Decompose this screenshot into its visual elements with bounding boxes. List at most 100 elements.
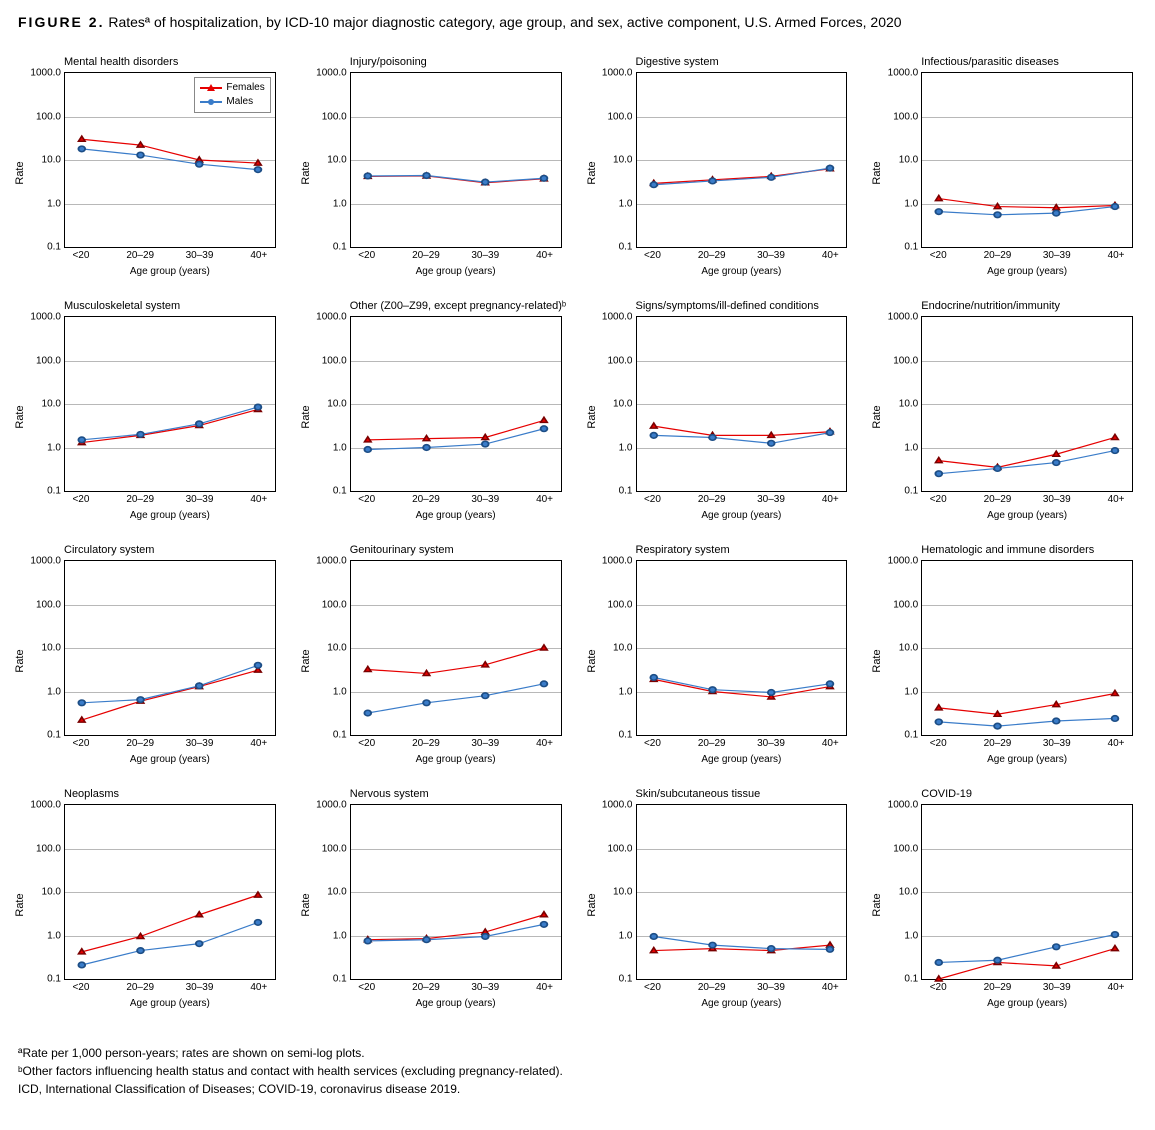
x-axis: <2020–2930–3940+Age group (years) (636, 736, 848, 776)
x-axis-label: Age group (years) (701, 998, 781, 1009)
y-tick-label: 10.0 (327, 887, 350, 898)
x-tick-label: <20 (72, 982, 89, 993)
x-tick-label: 40+ (822, 738, 839, 749)
y-tick-label: 1.0 (619, 442, 637, 453)
y-tick-label: 10.0 (613, 155, 636, 166)
chart-panel: Mental health disordersRate0.11.010.0100… (18, 58, 280, 288)
y-tick-label: 10.0 (42, 643, 65, 654)
x-tick-label: 40+ (536, 738, 553, 749)
panel-title: Endocrine/nutrition/immunity (921, 300, 1060, 312)
x-tick-label: <20 (644, 738, 661, 749)
y-tick-label: 1.0 (47, 198, 65, 209)
x-tick-label: 40+ (822, 250, 839, 261)
x-tick-label: <20 (930, 738, 947, 749)
y-tick-label: 1000.0 (30, 800, 65, 811)
x-tick-label: 20–29 (698, 982, 726, 993)
y-axis-label: Rate (586, 161, 598, 184)
y-tick-label: 0.1 (619, 974, 637, 985)
y-tick-label: 100.0 (36, 843, 65, 854)
x-tick-label: 30–39 (1043, 738, 1071, 749)
x-tick-label: 30–39 (186, 250, 214, 261)
panel-title: Nervous system (350, 788, 429, 800)
markers-svg (922, 317, 1132, 491)
x-tick-label: <20 (72, 738, 89, 749)
chart-panel: Circulatory systemRate0.11.010.0100.0100… (18, 546, 280, 776)
plot-area: 0.11.010.0100.01000.0 (636, 560, 848, 736)
x-tick-label: 20–29 (698, 250, 726, 261)
y-tick-label: 0.1 (619, 730, 637, 741)
x-tick-label: 20–29 (126, 982, 154, 993)
x-tick-label: 20–29 (984, 250, 1012, 261)
x-axis-label: Age group (years) (987, 510, 1067, 521)
y-tick-label: 1000.0 (888, 800, 923, 811)
chart-panel: Injury/poisoningRate0.11.010.0100.01000.… (304, 58, 566, 288)
x-axis-label: Age group (years) (416, 266, 496, 277)
legend-item-females: Females (200, 81, 264, 95)
panel-title: Other (Z00–Z99, except pregnancy-related… (350, 300, 566, 312)
x-axis-label: Age group (years) (701, 510, 781, 521)
y-tick-label: 10.0 (899, 643, 922, 654)
markers-svg (637, 561, 847, 735)
chart-panel: Respiratory systemRate0.11.010.0100.0100… (590, 546, 852, 776)
x-tick-label: 30–39 (186, 738, 214, 749)
y-axis-label: Rate (871, 649, 883, 672)
plot-area: 0.11.010.0100.01000.0 (921, 804, 1133, 980)
markers-svg (65, 561, 275, 735)
y-tick-label: 1000.0 (316, 556, 351, 567)
y-axis-label: Rate (300, 893, 312, 916)
y-tick-label: 100.0 (607, 355, 636, 366)
markers-svg (637, 805, 847, 979)
x-tick-label: 40+ (1108, 738, 1125, 749)
y-tick-label: 10.0 (42, 399, 65, 410)
y-tick-label: 1.0 (333, 686, 351, 697)
y-axis-label: Rate (14, 649, 26, 672)
y-tick-label: 10.0 (327, 399, 350, 410)
markers-svg (637, 73, 847, 247)
x-tick-label: <20 (72, 494, 89, 505)
x-tick-label: 40+ (536, 250, 553, 261)
x-tick-label: 30–39 (1043, 250, 1071, 261)
panel-title: Circulatory system (64, 544, 154, 556)
x-axis-label: Age group (years) (130, 510, 210, 521)
x-tick-label: 40+ (1108, 982, 1125, 993)
x-tick-label: 20–29 (412, 250, 440, 261)
x-axis: <2020–2930–3940+Age group (years) (64, 980, 276, 1020)
y-tick-label: 10.0 (327, 643, 350, 654)
y-tick-label: 100.0 (893, 843, 922, 854)
y-axis-label: Rate (586, 893, 598, 916)
x-axis: <2020–2930–3940+Age group (years) (350, 248, 562, 288)
y-tick-label: 1.0 (47, 442, 65, 453)
chart-panel: Nervous systemRate0.11.010.0100.01000.0<… (304, 790, 566, 1020)
x-tick-label: <20 (644, 982, 661, 993)
y-tick-label: 100.0 (322, 355, 351, 366)
x-axis-label: Age group (years) (416, 510, 496, 521)
panel-title: Neoplasms (64, 788, 119, 800)
x-tick-label: <20 (358, 982, 375, 993)
markers-svg (351, 73, 561, 247)
y-tick-label: 1000.0 (30, 556, 65, 567)
y-tick-label: 0.1 (904, 242, 922, 253)
markers-svg (637, 317, 847, 491)
x-axis: <2020–2930–3940+Age group (years) (350, 736, 562, 776)
y-tick-label: 0.1 (619, 486, 637, 497)
y-tick-label: 0.1 (333, 486, 351, 497)
y-tick-label: 0.1 (619, 242, 637, 253)
y-tick-label: 100.0 (893, 111, 922, 122)
x-tick-label: 40+ (250, 250, 267, 261)
y-tick-label: 1000.0 (316, 800, 351, 811)
plot-area: 0.11.010.0100.01000.0 (64, 316, 276, 492)
x-tick-label: 20–29 (698, 738, 726, 749)
x-tick-label: 40+ (822, 982, 839, 993)
y-tick-label: 1000.0 (888, 68, 923, 79)
chart-panel: Digestive systemRate0.11.010.0100.01000.… (590, 58, 852, 288)
x-axis-label: Age group (years) (987, 754, 1067, 765)
y-axis-label: Rate (14, 405, 26, 428)
plot-area: 0.11.010.0100.01000.0 (921, 560, 1133, 736)
markers-svg (922, 805, 1132, 979)
x-tick-label: 40+ (250, 982, 267, 993)
x-axis: <2020–2930–3940+Age group (years) (64, 248, 276, 288)
legend: Females Males (194, 77, 270, 113)
plot-area: 0.11.010.0100.01000.0 (350, 72, 562, 248)
x-tick-label: 20–29 (412, 738, 440, 749)
y-tick-label: 1.0 (47, 686, 65, 697)
